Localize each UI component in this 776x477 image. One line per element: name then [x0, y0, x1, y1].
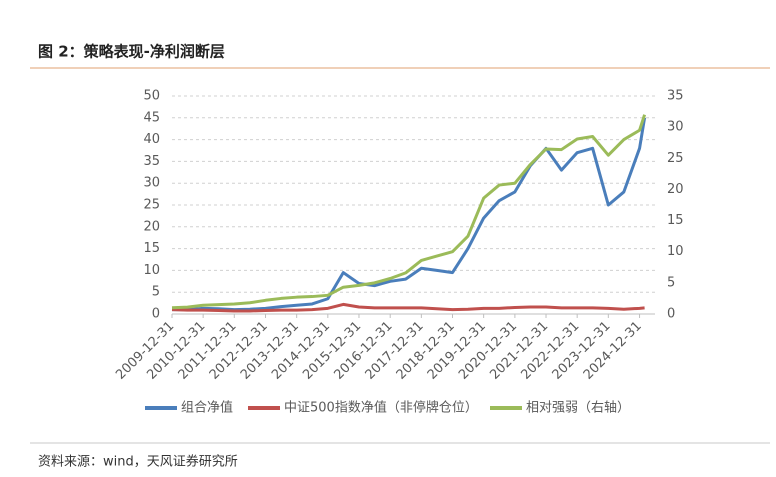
y-tick-label: 0 [152, 307, 160, 322]
y-tick-label: 35 [143, 154, 160, 169]
y2-tick-label: 20 [667, 182, 684, 197]
y2-tick-label: 30 [667, 120, 684, 135]
y-tick-label: 50 [143, 89, 160, 104]
y2-tick-label: 35 [667, 89, 684, 104]
y-tick-label: 20 [143, 219, 160, 234]
legend-label: 组合净值 [181, 400, 233, 416]
y-tick-label: 10 [143, 263, 160, 278]
y2-tick-label: 0 [667, 307, 675, 322]
y-tick-label: 40 [143, 132, 160, 147]
y2-tick-label: 25 [667, 151, 684, 166]
series-line [172, 117, 647, 312]
legend-label: 相对强弱（右轴） [526, 401, 630, 416]
y-tick-label: 15 [143, 241, 160, 256]
y2-tick-label: 5 [667, 275, 675, 290]
series-line [171, 114, 647, 310]
series-line [171, 302, 645, 313]
y-tick-label: 25 [143, 198, 160, 213]
y2-tick-label: 15 [667, 213, 684, 228]
source-note: 资料来源：wind，天风证券研究所 [38, 454, 238, 470]
chart-title: 图 2：策略表现-净利润断层 [38, 43, 225, 61]
y-tick-label: 45 [143, 110, 160, 125]
y-tick-label: 5 [152, 285, 160, 300]
legend-label: 中证500指数净值（非停牌仓位） [284, 400, 478, 416]
y2-tick-label: 10 [667, 244, 684, 259]
y-tick-label: 30 [143, 176, 160, 191]
